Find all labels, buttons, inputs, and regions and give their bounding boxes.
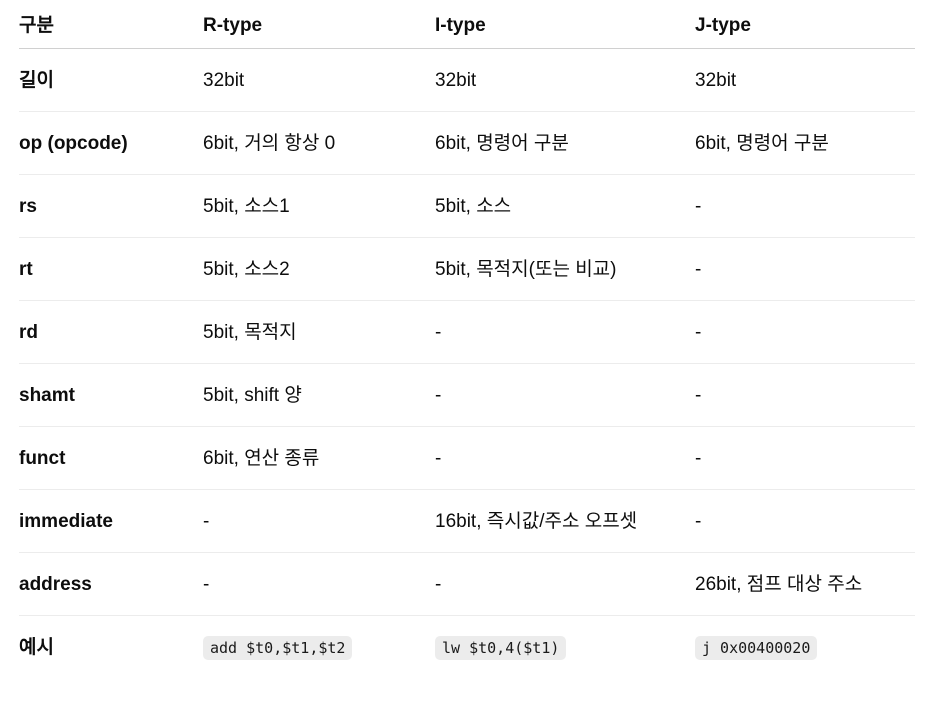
row-label: immediate [19,489,203,553]
j-type-cell: 26bit, 점프 대상 주소 [695,552,915,616]
i-type-cell: - [435,426,695,490]
table-row: immediate - 16bit, 즉시값/주소 오프셋 - [19,489,915,553]
table-row: 예시 add $t0,$t1,$t2 lw $t0,4($t1) j 0x004… [19,615,915,679]
j-type-cell: 6bit, 명령어 구분 [695,111,915,175]
i-type-cell-text: 16bit, 즉시값/주소 오프셋 [435,510,638,532]
j-type-cell: - [695,363,915,427]
i-type-example-code: lw $t0,4($t1) [435,635,567,660]
r-type-cell: - [203,552,435,616]
i-type-cell: - [435,363,695,427]
j-type-cell: - [695,426,915,490]
r-type-cell: 5bit, 소스2 [203,237,435,301]
j-type-example-code: j 0x00400020 [695,635,818,660]
r-type-cell: add $t0,$t1,$t2 [203,615,435,679]
header-j-type: J-type [695,0,915,49]
row-label: rs [19,174,203,238]
j-type-cell: 32bit [695,48,915,112]
header-category: 구분 [19,0,203,49]
table-row: 길이 32bit 32bit 32bit [19,48,915,112]
j-type-cell: - [695,174,915,238]
r-type-cell: 5bit, 목적지 [203,300,435,364]
instruction-format-table: 구분 R-type I-type J-type 길이 32bit 32bit 3… [19,0,915,679]
table-row: rs 5bit, 소스1 5bit, 소스 - [19,174,915,238]
header-i-type: I-type [435,0,695,49]
row-label: op (opcode) [19,111,203,175]
table-row: op (opcode) 6bit, 거의 항상 0 6bit, 명령어 구분 6… [19,111,915,175]
header-r-type: R-type [203,0,435,49]
table-row: funct 6bit, 연산 종류 - - [19,426,915,490]
instruction-format-table-container: 구분 R-type I-type J-type 길이 32bit 32bit 3… [19,0,915,679]
i-type-cell: 16bit, 즉시값/주소 오프셋 [435,489,695,553]
table-row: address - - 26bit, 점프 대상 주소 [19,552,915,616]
j-type-cell: - [695,300,915,364]
row-label: funct [19,426,203,490]
r-type-cell: 5bit, shift 양 [203,363,435,427]
i-type-cell: - [435,300,695,364]
r-type-example-code: add $t0,$t1,$t2 [203,635,353,660]
row-label: rt [19,237,203,301]
i-type-cell: 6bit, 명령어 구분 [435,111,695,175]
r-type-cell: - [203,489,435,553]
i-type-cell: 32bit [435,48,695,112]
j-type-cell: - [695,237,915,301]
i-type-cell: 5bit, 소스 [435,174,695,238]
row-label: rd [19,300,203,364]
table-row: shamt 5bit, shift 양 - - [19,363,915,427]
r-type-cell: 5bit, 소스1 [203,174,435,238]
r-type-cell: 6bit, 연산 종류 [203,426,435,490]
row-label: address [19,552,203,616]
header-row: 구분 R-type I-type J-type [19,0,915,49]
i-type-cell: 5bit, 목적지(또는 비교) [435,237,695,301]
r-type-cell: 32bit [203,48,435,112]
j-type-cell: j 0x00400020 [695,615,915,679]
i-type-cell: lw $t0,4($t1) [435,615,695,679]
table-row: rt 5bit, 소스2 5bit, 목적지(또는 비교) - [19,237,915,301]
row-label: shamt [19,363,203,427]
r-type-cell: 6bit, 거의 항상 0 [203,111,435,175]
row-label: 예시 [19,636,54,658]
table-row: rd 5bit, 목적지 - - [19,300,915,364]
i-type-cell: - [435,552,695,616]
row-label: 길이 [19,48,203,112]
j-type-cell: - [695,489,915,553]
